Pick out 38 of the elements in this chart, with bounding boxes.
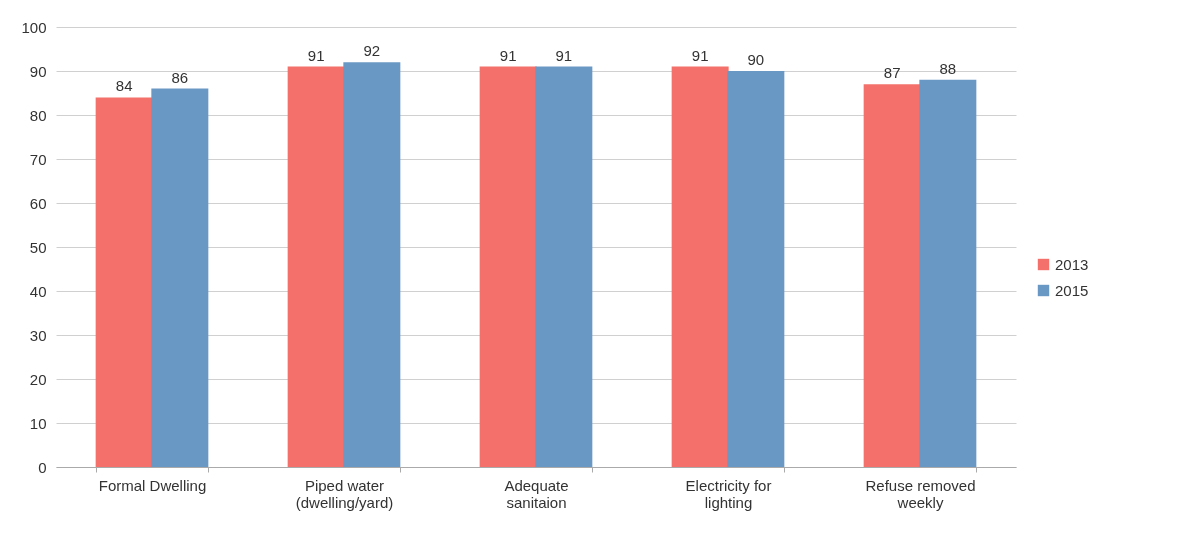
- data-label: 84: [115, 77, 133, 95]
- bar: [151, 88, 209, 467]
- y-tick-label: 50: [29, 238, 47, 256]
- y-tick-label: 60: [29, 194, 47, 212]
- data-label: 87: [883, 64, 901, 82]
- data-label: 86: [171, 68, 189, 86]
- bar: [343, 62, 401, 467]
- bar: [95, 97, 153, 467]
- y-tick-label: 10: [29, 414, 47, 432]
- y-tick-label: 70: [29, 150, 47, 168]
- bar: [671, 66, 729, 467]
- legend-label: 2015: [1055, 281, 1089, 299]
- y-tick-label: 30: [29, 326, 47, 344]
- data-label: 92: [363, 42, 381, 60]
- x-tick-label: Piped water (dwelling/yard): [295, 476, 394, 511]
- data-label: 90: [747, 51, 765, 68]
- bar: [535, 66, 593, 467]
- data-label: 91: [307, 46, 325, 64]
- y-tick-label: 100: [21, 18, 47, 36]
- y-tick-label: 0: [38, 458, 47, 476]
- data-label: 91: [499, 46, 517, 64]
- x-tick-label: Refuse removed weekly: [865, 476, 976, 511]
- y-tick-label: 80: [29, 106, 47, 124]
- x-tick-label: Electricity for lighting: [685, 476, 772, 511]
- y-tick-label: 20: [29, 370, 47, 388]
- x-tick-label: Adequate sanitaion: [504, 476, 569, 511]
- bar: [863, 84, 921, 467]
- bar: [727, 71, 785, 467]
- data-label: 91: [555, 46, 573, 64]
- data-label: 88: [939, 59, 957, 77]
- bar: [919, 79, 977, 467]
- x-tick-label: Formal Dwelling: [98, 476, 207, 494]
- y-tick-label: 40: [29, 282, 47, 300]
- data-label: 91: [691, 46, 709, 64]
- bar: [287, 66, 345, 467]
- bar: [479, 66, 537, 467]
- legend-label: 2013: [1055, 255, 1089, 273]
- y-tick-label: 90: [29, 62, 47, 80]
